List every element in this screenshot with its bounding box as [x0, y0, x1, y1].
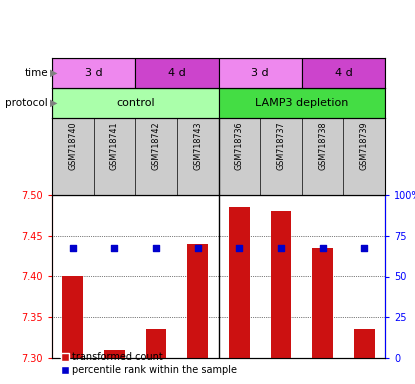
- Text: GSM718736: GSM718736: [235, 122, 244, 170]
- Text: 4 d: 4 d: [168, 68, 186, 78]
- Bar: [187, 244, 208, 358]
- Bar: [52, 88, 219, 118]
- Bar: [354, 329, 375, 358]
- Text: control: control: [116, 98, 154, 108]
- Point: [111, 245, 118, 251]
- Text: LAMP3 depletion: LAMP3 depletion: [255, 98, 349, 108]
- Bar: [302, 58, 385, 88]
- Text: GSM718741: GSM718741: [110, 122, 119, 170]
- Bar: [229, 207, 250, 358]
- Bar: [146, 329, 166, 358]
- Text: ▶: ▶: [50, 68, 57, 78]
- Point: [194, 245, 201, 251]
- Bar: [52, 58, 135, 88]
- Text: ▶: ▶: [50, 98, 57, 108]
- Point: [278, 245, 284, 251]
- Title: GDS5189 / ILMN_1683998: GDS5189 / ILMN_1683998: [137, 179, 300, 192]
- Point: [69, 245, 76, 251]
- Text: 4 d: 4 d: [334, 68, 352, 78]
- Text: protocol: protocol: [5, 98, 48, 108]
- Bar: [271, 211, 291, 358]
- Text: time: time: [24, 68, 48, 78]
- Text: GSM718742: GSM718742: [151, 122, 161, 170]
- Bar: [135, 58, 219, 88]
- Bar: [62, 276, 83, 358]
- Text: GSM718739: GSM718739: [360, 122, 369, 170]
- Text: GSM718737: GSM718737: [276, 122, 286, 170]
- Text: GSM718738: GSM718738: [318, 122, 327, 170]
- Point: [361, 245, 368, 251]
- Point: [153, 245, 159, 251]
- Legend: transformed count, percentile rank within the sample: transformed count, percentile rank withi…: [57, 348, 241, 379]
- Point: [319, 245, 326, 251]
- Bar: [219, 58, 302, 88]
- Bar: [104, 350, 125, 358]
- Point: [236, 245, 243, 251]
- Text: 3 d: 3 d: [251, 68, 269, 78]
- Text: GSM718740: GSM718740: [68, 122, 77, 170]
- Text: 3 d: 3 d: [85, 68, 103, 78]
- Bar: [219, 88, 385, 118]
- Text: GSM718743: GSM718743: [193, 122, 202, 170]
- Bar: [312, 248, 333, 358]
